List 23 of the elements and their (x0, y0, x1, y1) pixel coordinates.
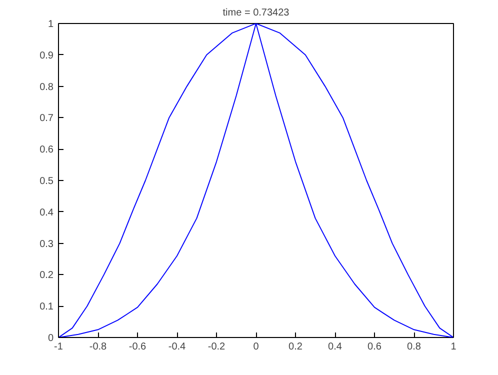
y-tick-label: 0.7 (40, 113, 54, 124)
x-tick-label: -0.8 (89, 342, 108, 352)
y-tick-label: 0.9 (40, 50, 54, 62)
x-tick-label: 0.6 (368, 342, 382, 352)
x-tick-label: 0.8 (407, 342, 422, 352)
x-tick-label: -1 (54, 342, 64, 352)
y-tick-label: 0.4 (40, 207, 54, 218)
y-tick-label: 0.5 (40, 176, 54, 187)
y-tick-label: 0.2 (40, 270, 54, 282)
y-tick-label: 0 (48, 333, 54, 344)
x-tick-label: 0.4 (328, 342, 342, 352)
x-tick-label: 1 (450, 342, 457, 352)
x-tick-label: -0.2 (208, 342, 226, 352)
x-tick-label: 0 (253, 342, 260, 352)
y-tick-label: 1 (48, 19, 54, 30)
y-tick-label: 0.1 (40, 302, 54, 313)
y-tick-label: 0.6 (40, 144, 54, 156)
x-tick-label: -0.6 (128, 342, 147, 352)
x-tick-label: -0.4 (168, 342, 186, 352)
x-tick-label: 0.2 (288, 342, 303, 352)
y-tick-label: 0.3 (40, 238, 54, 250)
chart-title: time = 0.73423 (222, 8, 290, 18)
y-tick-label: 0.8 (40, 82, 54, 93)
